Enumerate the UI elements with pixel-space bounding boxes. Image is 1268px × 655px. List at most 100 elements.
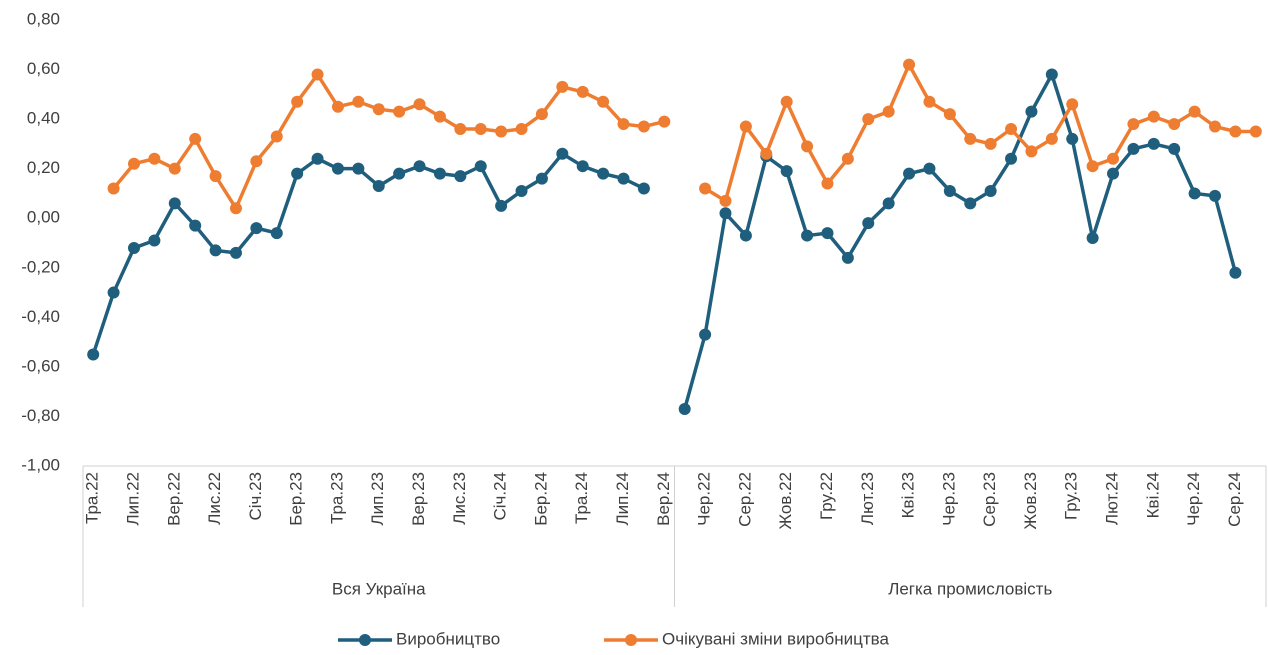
data-point	[739, 120, 752, 133]
data-point	[433, 110, 446, 123]
data-point	[1086, 160, 1099, 173]
data-point	[127, 157, 140, 170]
data-point	[1025, 145, 1038, 158]
data-point	[576, 85, 589, 98]
data-point	[107, 286, 120, 299]
data-point	[739, 229, 752, 242]
x-tick-label: Тра.24	[572, 472, 591, 524]
data-point	[413, 98, 426, 111]
group-label: Легка промисловість	[888, 579, 1052, 598]
data-point	[1107, 152, 1120, 165]
data-point	[801, 140, 814, 153]
data-point	[964, 197, 977, 210]
data-point	[923, 95, 936, 108]
data-point	[862, 113, 875, 126]
data-point	[719, 207, 732, 220]
data-point	[331, 162, 344, 175]
data-point	[556, 80, 569, 93]
data-point	[189, 219, 202, 232]
data-point	[291, 95, 304, 108]
y-tick-label: -0,80	[21, 406, 60, 425]
data-point	[311, 68, 324, 81]
x-tick-label: Сер.22	[735, 472, 754, 527]
data-point	[1209, 189, 1222, 202]
data-point	[964, 132, 977, 145]
data-point	[515, 184, 528, 197]
data-point	[699, 182, 712, 195]
data-point	[474, 160, 487, 173]
data-point	[352, 95, 365, 108]
data-point	[984, 184, 997, 197]
x-tick-label: Вер.23	[409, 472, 428, 526]
y-tick-label: -0,60	[21, 356, 60, 375]
data-point	[270, 130, 283, 143]
data-point	[882, 197, 895, 210]
data-point	[495, 199, 508, 212]
y-tick-label: -0,20	[21, 257, 60, 276]
data-point	[127, 241, 140, 254]
series-line	[704, 62, 1256, 203]
x-tick-label: Чер.23	[939, 472, 958, 526]
data-point	[209, 244, 222, 257]
data-point	[1168, 118, 1181, 131]
x-tick-label: Сер.23	[980, 472, 999, 527]
data-point	[1209, 120, 1222, 133]
data-point	[1188, 105, 1201, 118]
data-point	[372, 103, 385, 116]
data-point	[1045, 132, 1058, 145]
x-tick-label: Лип.23	[368, 472, 387, 526]
data-point	[168, 162, 181, 175]
data-point	[393, 167, 406, 180]
data-point	[597, 167, 610, 180]
y-tick-label: 0,20	[27, 158, 60, 177]
data-point	[597, 95, 610, 108]
data-point	[1229, 125, 1242, 138]
data-point	[433, 167, 446, 180]
data-point	[107, 182, 120, 195]
x-tick-label: Лип.22	[123, 472, 142, 526]
data-point	[331, 100, 344, 113]
x-tick-label: Гру.22	[817, 472, 836, 520]
data-point	[1127, 118, 1140, 131]
data-point	[780, 95, 793, 108]
data-point	[209, 170, 222, 183]
x-tick-label: Чер.22	[695, 472, 714, 526]
x-tick-label: Лют.24	[1103, 472, 1122, 525]
data-point	[556, 147, 569, 160]
x-tick-label: Сер.24	[1225, 472, 1244, 527]
data-point	[1249, 125, 1262, 138]
x-tick-label: Тра.23	[327, 472, 346, 524]
data-point	[841, 251, 854, 264]
data-point	[454, 123, 467, 136]
legend-marker	[359, 634, 371, 646]
data-point	[658, 115, 671, 128]
data-point	[148, 234, 161, 247]
data-point	[1147, 110, 1160, 123]
data-point	[862, 217, 875, 230]
data-point	[617, 118, 630, 131]
data-point	[250, 222, 263, 235]
data-point	[1086, 232, 1099, 245]
data-point	[821, 177, 834, 190]
legend-label: Очікувані зміни виробництва	[662, 629, 889, 648]
data-point	[903, 167, 916, 180]
data-point	[1188, 187, 1201, 200]
x-tick-label: Вер.24	[654, 472, 673, 526]
data-point	[1229, 266, 1242, 279]
data-point	[903, 58, 916, 71]
legend-label: Виробництво	[396, 629, 500, 648]
data-point	[1127, 142, 1140, 155]
series-line	[112, 72, 665, 211]
data-point	[474, 123, 487, 136]
data-point	[1005, 152, 1018, 165]
data-point	[780, 165, 793, 178]
data-point	[1025, 105, 1038, 118]
y-tick-label: 0,60	[27, 59, 60, 78]
x-tick-label: Лис.22	[205, 472, 224, 525]
data-point	[1066, 132, 1079, 145]
x-tick-label: Вер.22	[164, 472, 183, 526]
data-point	[515, 123, 528, 136]
data-point	[923, 162, 936, 175]
data-point	[821, 227, 834, 240]
x-tick-label: Чер.24	[1184, 472, 1203, 526]
